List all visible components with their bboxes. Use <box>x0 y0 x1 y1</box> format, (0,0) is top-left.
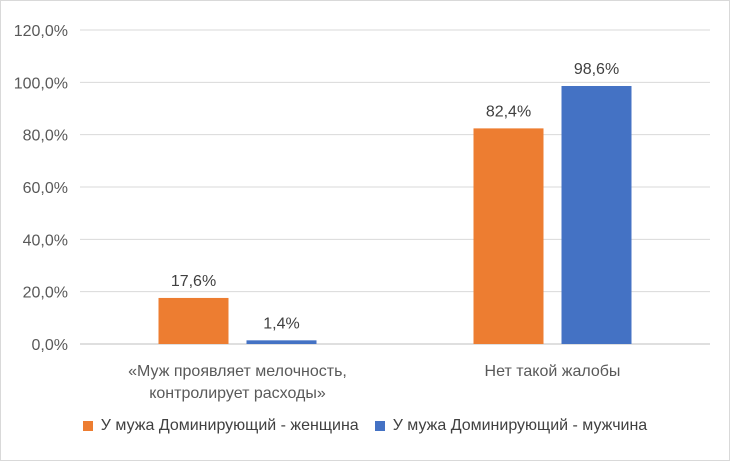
bar-series2-cat1 <box>246 340 317 344</box>
y-tick-label: 20,0% <box>23 285 68 302</box>
x-category-label: Нет такой жалобы <box>485 363 621 380</box>
data-label: 17,6% <box>171 273 216 290</box>
legend-label-series-1: У мужа Доминирующий - женщина <box>100 417 359 434</box>
legend: У мужа Доминирующий - женщина У мужа Дом… <box>1 417 729 435</box>
legend-swatch-series-2 <box>374 421 385 431</box>
data-label: 98,6% <box>574 61 619 78</box>
legend-swatch-series-1 <box>82 421 93 431</box>
y-tick-label: 80,0% <box>23 128 68 145</box>
bar-series1-cat1 <box>158 297 229 344</box>
y-tick-label: 100,0% <box>14 75 68 92</box>
y-tick-label: 0,0% <box>32 337 68 354</box>
y-tick-label: 60,0% <box>23 180 68 197</box>
x-category-label: контролирует расходы» <box>149 385 326 402</box>
data-label: 1,4% <box>263 315 299 332</box>
legend-item-series-1: У мужа Доминирующий - женщина <box>82 417 359 435</box>
bar-series1-cat2 <box>473 128 544 344</box>
bar-series2-cat2 <box>561 85 632 344</box>
legend-item-series-2: У мужа Доминирующий - мужчина <box>374 417 648 435</box>
data-label: 82,4% <box>486 103 531 120</box>
y-tick-label: 40,0% <box>23 232 68 249</box>
x-category-label: «Муж проявляет мелочность, <box>128 363 347 380</box>
y-tick-label: 120,0% <box>14 23 68 40</box>
legend-label-series-2: У мужа Доминирующий - мужчина <box>392 417 648 434</box>
